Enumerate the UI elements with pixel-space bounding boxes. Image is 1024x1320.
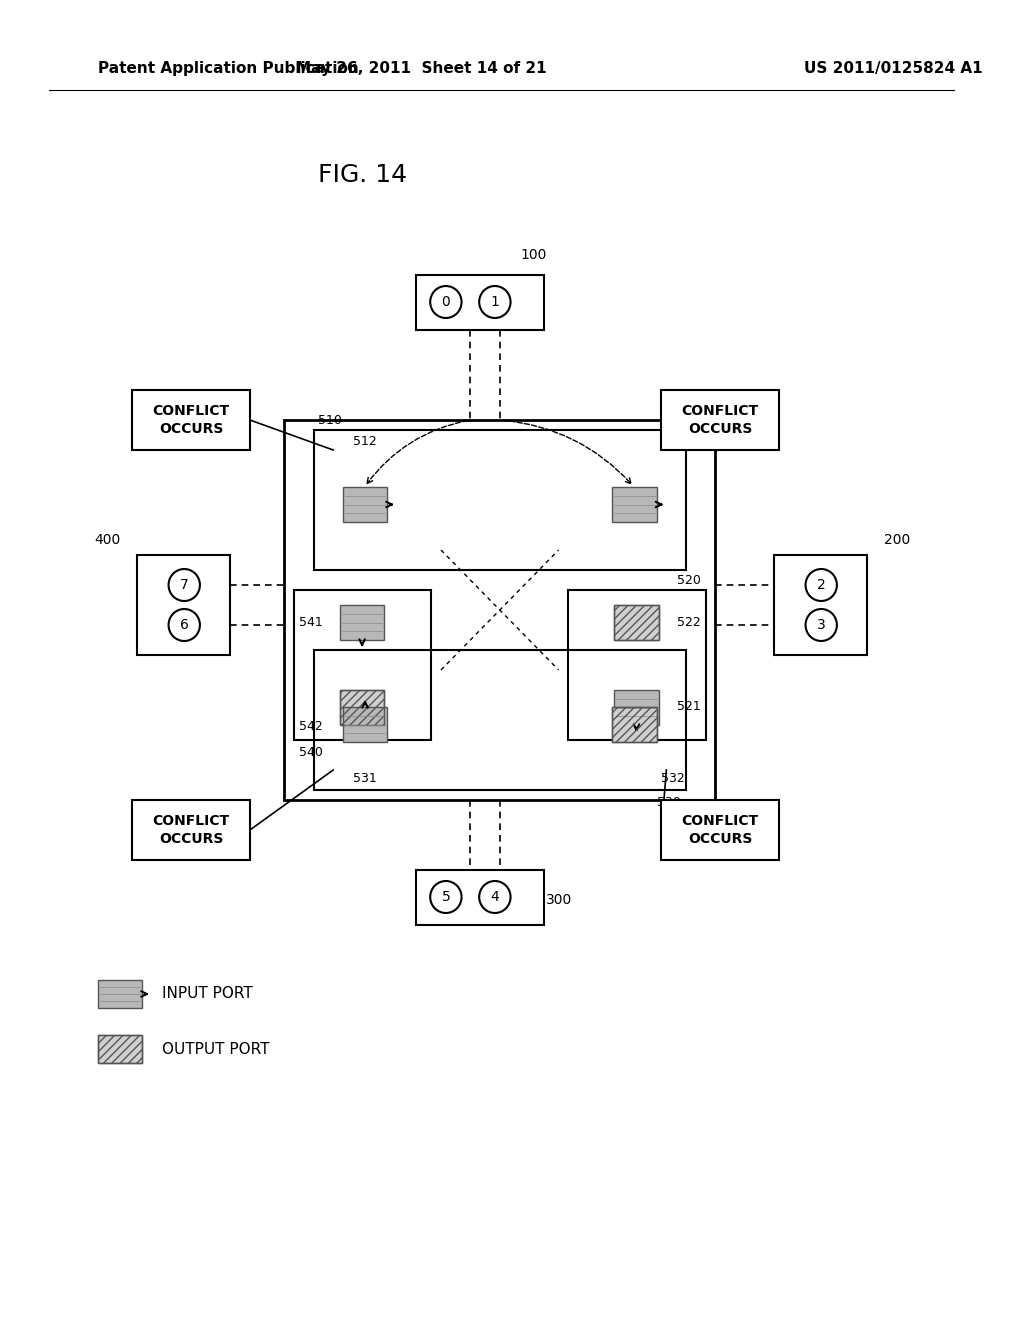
Bar (343, 487, 387, 521)
Text: 531: 531 (352, 772, 377, 785)
Text: 0: 0 (441, 294, 451, 309)
Bar (340, 605, 384, 640)
Circle shape (430, 880, 462, 913)
Text: 7: 7 (180, 578, 188, 591)
Circle shape (479, 286, 511, 318)
Bar (417, 275, 544, 330)
Bar (313, 430, 686, 570)
Text: 540: 540 (299, 746, 323, 759)
Text: 511: 511 (662, 436, 685, 447)
Text: CONFLICT
OCCURS: CONFLICT OCCURS (682, 404, 759, 436)
Bar (417, 870, 544, 925)
Text: 100: 100 (521, 248, 547, 261)
Bar (340, 690, 384, 725)
Text: INPUT PORT: INPUT PORT (162, 986, 253, 1002)
Text: 300: 300 (546, 894, 571, 907)
Text: 541: 541 (299, 615, 323, 628)
Text: 1: 1 (490, 294, 500, 309)
Text: 521: 521 (677, 701, 700, 714)
Text: Patent Application Publication: Patent Application Publication (98, 61, 358, 75)
Text: 532: 532 (662, 772, 685, 785)
Circle shape (169, 609, 200, 642)
Bar (132, 389, 250, 450)
Text: 4: 4 (490, 890, 500, 904)
Text: US 2011/0125824 A1: US 2011/0125824 A1 (804, 61, 982, 75)
Bar (612, 708, 656, 742)
Circle shape (479, 880, 511, 913)
Bar (98, 1035, 142, 1063)
Bar (313, 649, 686, 789)
Bar (98, 1035, 142, 1063)
Bar (612, 487, 656, 521)
Text: FIG. 14: FIG. 14 (318, 162, 408, 187)
Text: 542: 542 (299, 721, 323, 734)
Circle shape (169, 569, 200, 601)
Bar (132, 800, 250, 861)
Text: CONFLICT
OCCURS: CONFLICT OCCURS (153, 814, 229, 846)
Circle shape (806, 569, 837, 601)
Circle shape (806, 609, 837, 642)
Text: 510: 510 (318, 413, 342, 426)
Circle shape (430, 286, 462, 318)
Bar (662, 800, 779, 861)
Text: 5: 5 (441, 890, 451, 904)
Bar (612, 708, 656, 742)
Bar (614, 605, 658, 640)
Text: 530: 530 (657, 796, 681, 808)
Text: CONFLICT
OCCURS: CONFLICT OCCURS (153, 404, 229, 436)
Bar (98, 979, 142, 1008)
Text: 522: 522 (677, 615, 700, 628)
Text: 400: 400 (94, 533, 121, 546)
Bar (340, 690, 384, 725)
Text: 6: 6 (180, 618, 188, 632)
Bar (568, 590, 706, 741)
Bar (614, 605, 658, 640)
Text: 520: 520 (677, 573, 700, 586)
Text: CONFLICT
OCCURS: CONFLICT OCCURS (682, 814, 759, 846)
Text: 512: 512 (352, 436, 377, 447)
Bar (285, 420, 716, 800)
Text: May 26, 2011  Sheet 14 of 21: May 26, 2011 Sheet 14 of 21 (296, 61, 547, 75)
Bar (294, 590, 431, 741)
Text: 2: 2 (817, 578, 825, 591)
Bar (343, 708, 387, 742)
Text: 500: 500 (670, 399, 695, 412)
Bar (614, 690, 658, 725)
Text: OUTPUT PORT: OUTPUT PORT (162, 1041, 269, 1056)
Text: 200: 200 (884, 533, 909, 546)
Bar (662, 389, 779, 450)
Text: 3: 3 (817, 618, 825, 632)
Bar (137, 554, 230, 655)
Bar (774, 554, 867, 655)
